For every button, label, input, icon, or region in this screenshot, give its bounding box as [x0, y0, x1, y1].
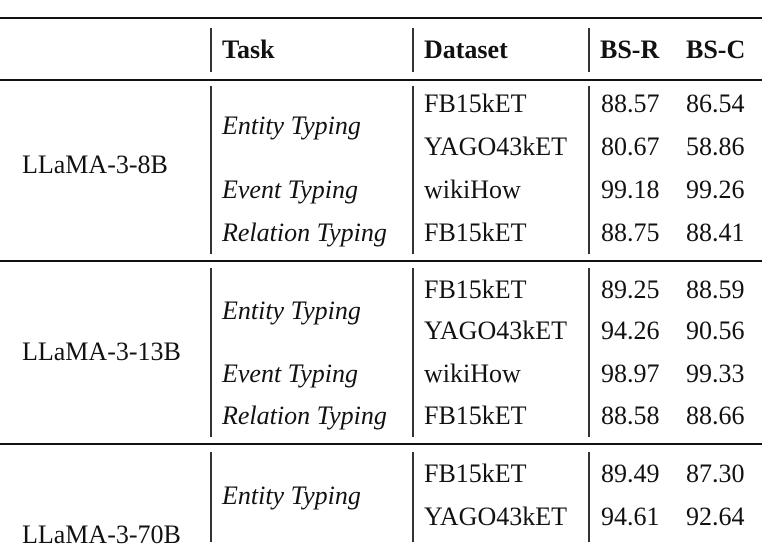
header-rule	[0, 79, 762, 81]
bs-c-cell: 88.59	[686, 275, 745, 304]
bs-c-cell: 86.54	[686, 89, 745, 118]
column-divider	[210, 452, 212, 542]
model-name: LLaMA-3-8B	[22, 150, 168, 179]
task-label: Entity Typing	[222, 110, 361, 140]
bs-r-cell: 88.57	[601, 89, 660, 118]
dataset-cell: FB15kET	[424, 218, 527, 247]
bs-r-cell: 88.75	[601, 218, 660, 247]
column-divider	[210, 28, 212, 72]
header-bs-r: BS-R	[600, 35, 660, 64]
column-divider	[588, 452, 590, 542]
task-label: Event Typing	[222, 359, 358, 388]
column-divider	[588, 268, 590, 437]
bs-r-cell: 89.25	[601, 275, 660, 304]
dataset-cell: FB15kET	[424, 89, 527, 118]
task-label: Relation Typing	[222, 218, 387, 247]
bs-r-cell: 94.26	[601, 316, 660, 345]
column-divider	[412, 86, 414, 254]
header-task: Task	[222, 35, 275, 64]
bs-r-cell: 94.61	[601, 502, 660, 531]
dataset-cell: FB15kET	[424, 401, 527, 430]
bs-c-cell: 88.41	[686, 218, 745, 247]
top-rule	[0, 17, 762, 19]
header-dataset: Dataset	[424, 35, 508, 64]
dataset-cell: YAGO43kET	[424, 132, 567, 161]
bs-r-cell: 98.97	[601, 359, 660, 388]
task-label: Entity Typing	[222, 295, 361, 325]
task-label: Event Typing	[222, 175, 358, 204]
column-divider	[588, 86, 590, 254]
bs-r-cell: 88.58	[601, 401, 660, 430]
group-rule	[0, 260, 762, 262]
dataset-cell: FB15kET	[424, 459, 527, 488]
model-name: LLaMA-3-13B	[22, 337, 181, 366]
bs-c-cell: 92.64	[686, 502, 745, 531]
dataset-cell: wikiHow	[424, 359, 521, 388]
dataset-cell: FB15kET	[424, 275, 527, 304]
bs-c-cell: 99.26	[686, 175, 745, 204]
column-divider	[412, 268, 414, 437]
column-divider	[210, 268, 212, 437]
task-label: Relation Typing	[222, 401, 387, 430]
column-divider	[412, 28, 414, 72]
column-divider	[412, 452, 414, 542]
dataset-cell: YAGO43kET	[424, 316, 567, 345]
column-divider	[210, 86, 212, 254]
bs-c-cell: 90.56	[686, 316, 745, 345]
bs-c-cell: 87.30	[686, 459, 745, 488]
bs-c-cell: 58.86	[686, 132, 745, 161]
header-bs-c: BS-C	[686, 35, 746, 64]
bs-r-cell: 99.18	[601, 175, 660, 204]
bs-c-cell: 99.33	[686, 359, 745, 388]
dataset-cell: wikiHow	[424, 175, 521, 204]
bs-r-cell: 89.49	[601, 459, 660, 488]
group-rule	[0, 443, 762, 445]
bs-c-cell: 88.66	[686, 401, 745, 430]
column-divider	[588, 28, 590, 72]
task-label: Entity Typing	[222, 480, 361, 510]
bs-r-cell: 80.67	[601, 132, 660, 161]
dataset-cell: YAGO43kET	[424, 502, 567, 531]
model-name: LLaMA-3-70B	[22, 520, 181, 549]
